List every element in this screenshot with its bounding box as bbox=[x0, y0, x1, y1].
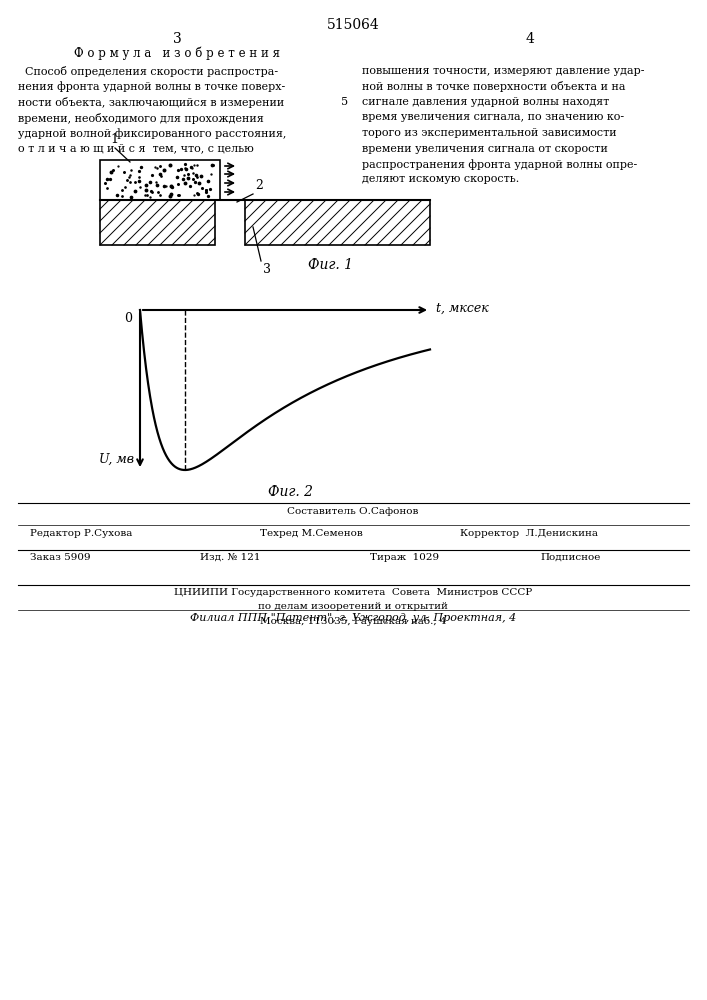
Text: времени, необходимого для прохождения: времени, необходимого для прохождения bbox=[18, 112, 264, 123]
Text: Ф о р м у л а   и з о б р е т е н и я: Ф о р м у л а и з о б р е т е н и я bbox=[74, 46, 280, 60]
Text: 2: 2 bbox=[255, 179, 263, 192]
Text: Корректор  Л.Денискина: Корректор Л.Денискина bbox=[460, 529, 598, 538]
Text: торого из экспериментальной зависимости: торого из экспериментальной зависимости bbox=[362, 128, 617, 138]
Text: нения фронта ударной волны в точке поверх-: нения фронта ударной волны в точке повер… bbox=[18, 82, 285, 92]
Text: Фиг. 1: Фиг. 1 bbox=[308, 258, 353, 272]
Text: 4: 4 bbox=[525, 32, 534, 46]
Text: 3: 3 bbox=[173, 32, 182, 46]
Text: Филиал ППП "Патент", г. Ужгород, ул. Проектная, 4: Филиал ППП "Патент", г. Ужгород, ул. Про… bbox=[190, 613, 516, 623]
Text: 0: 0 bbox=[124, 312, 132, 325]
Text: Составитель О.Сафонов: Составитель О.Сафонов bbox=[287, 507, 419, 516]
Text: 3: 3 bbox=[263, 263, 271, 276]
Text: Техред М.Семенов: Техред М.Семенов bbox=[260, 529, 363, 538]
Text: Изд. № 121: Изд. № 121 bbox=[200, 553, 260, 562]
Text: 515064: 515064 bbox=[327, 18, 380, 32]
Bar bbox=[100, 160, 220, 200]
Text: 1: 1 bbox=[110, 133, 118, 146]
Text: повышения точности, измеряют давление удар-: повышения точности, измеряют давление уд… bbox=[362, 66, 645, 76]
Bar bbox=[245, 200, 430, 245]
Text: ударной волной фиксированного расстояния,: ударной волной фиксированного расстояния… bbox=[18, 128, 286, 139]
Text: ной волны в точке поверхности объекта и на: ной волны в точке поверхности объекта и … bbox=[362, 82, 626, 93]
Text: Редактор Р.Сухова: Редактор Р.Сухова bbox=[30, 529, 132, 538]
Text: время увеличения сигнала, по значению ко-: время увеличения сигнала, по значению ко… bbox=[362, 112, 624, 122]
Text: Подписное: Подписное bbox=[540, 553, 600, 562]
Text: 5: 5 bbox=[341, 97, 349, 107]
Text: Способ определения скорости распростра-: Способ определения скорости распростра- bbox=[18, 66, 278, 77]
Text: Заказ 5909: Заказ 5909 bbox=[30, 553, 90, 562]
Text: U, мв: U, мв bbox=[99, 453, 134, 466]
Text: времени увеличения сигнала от скорости: времени увеличения сигнала от скорости bbox=[362, 143, 608, 153]
Text: ности объекта, заключающийся в измерении: ности объекта, заключающийся в измерении bbox=[18, 97, 284, 108]
Text: распространения фронта ударной волны опре-: распространения фронта ударной волны опр… bbox=[362, 159, 637, 170]
Text: ЦНИИПИ Государственного комитета  Совета  Министров СССР: ЦНИИПИ Государственного комитета Совета … bbox=[174, 588, 532, 597]
Text: Тираж  1029: Тираж 1029 bbox=[370, 553, 439, 562]
Text: по делам изооретений и открытий: по делам изооретений и открытий bbox=[258, 602, 448, 611]
Text: Москва, 113035, Раушская наб., 4: Москва, 113035, Раушская наб., 4 bbox=[259, 616, 446, 626]
Text: о т л и ч а ю щ и й с я  тем, что, с целью: о т л и ч а ю щ и й с я тем, что, с цель… bbox=[18, 143, 254, 153]
Text: сигнале давления ударной волны находят: сигнале давления ударной волны находят bbox=[362, 97, 609, 107]
Text: Фиг. 2: Фиг. 2 bbox=[267, 485, 312, 499]
Text: деляют искомую скорость.: деляют искомую скорость. bbox=[362, 174, 519, 184]
Bar bbox=[100, 200, 215, 245]
Text: t, мксек: t, мксек bbox=[436, 302, 489, 314]
